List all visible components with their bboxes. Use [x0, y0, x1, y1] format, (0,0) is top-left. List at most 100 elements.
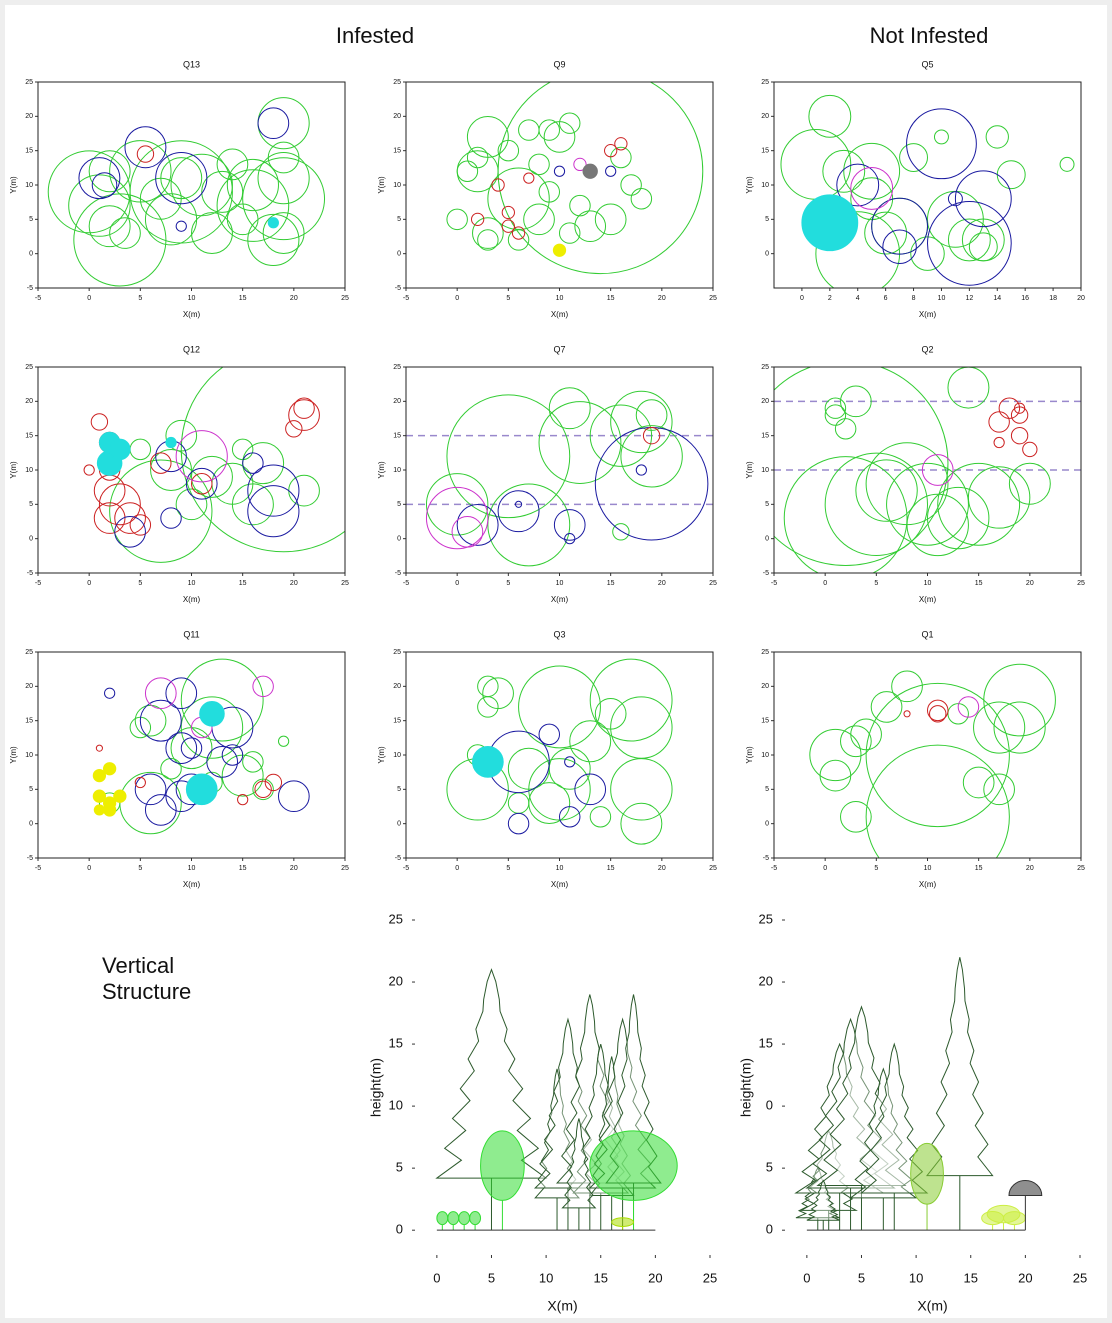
y-tick-label: 10 — [761, 752, 769, 759]
y-tick-label: 10 — [393, 752, 401, 759]
crown-circle — [802, 195, 858, 251]
x-tick-label: 20 — [1077, 295, 1085, 302]
y-tick-label: 15 — [25, 433, 33, 440]
x-tick-label: -5 — [403, 580, 409, 587]
y-tick-label: 10 — [25, 752, 33, 759]
x-tick-label: 10 — [188, 865, 196, 872]
y-tick-label: 0 — [29, 536, 33, 543]
x-tick-label: 5 — [138, 865, 142, 872]
y-tick-label: 20 — [25, 113, 33, 120]
crown-circle — [473, 747, 504, 778]
x-tick-label: 25 — [1073, 1270, 1087, 1285]
x-tick-label: 20 — [1018, 1270, 1032, 1285]
x-tick-label: 4 — [856, 295, 860, 302]
x-tick-label: 14 — [993, 295, 1001, 302]
y-tick-label: 0 — [765, 536, 769, 543]
y-tick-label: -5 — [27, 285, 33, 292]
x-tick-label: 8 — [912, 295, 916, 302]
x-tick-label: 0 — [87, 580, 91, 587]
x-tick-label: -5 — [35, 580, 41, 587]
y-tick-label: 25 — [25, 649, 33, 656]
y-axis-label: Y(m) — [745, 746, 754, 764]
x-tick-label: 5 — [506, 580, 510, 587]
column-header: Infested — [336, 23, 414, 48]
y-tick-label: 10 — [389, 1098, 403, 1113]
x-tick-label: 5 — [488, 1270, 495, 1285]
x-tick-label: 20 — [658, 580, 666, 587]
crown-circle — [583, 164, 597, 178]
x-tick-label: 20 — [290, 295, 298, 302]
x-tick-label: 18 — [1049, 295, 1057, 302]
x-tick-label: 10 — [556, 580, 564, 587]
x-tick-label: 20 — [1026, 580, 1034, 587]
y-tick-label: 10 — [761, 182, 769, 189]
x-tick-label: 20 — [658, 865, 666, 872]
x-tick-label: 0 — [87, 865, 91, 872]
y-tick-label: 5 — [29, 501, 33, 508]
y-tick-label: 25 — [761, 79, 769, 86]
y-axis-label: Y(m) — [9, 461, 18, 479]
y-axis-label: Y(m) — [745, 176, 754, 194]
x-tick-label: 25 — [709, 865, 717, 872]
x-tick-label: -5 — [403, 295, 409, 302]
y-tick-label: 15 — [393, 433, 401, 440]
x-axis-label: X(m) — [919, 880, 937, 889]
crown-circle — [114, 790, 126, 802]
x-tick-label: 15 — [607, 865, 615, 872]
x-tick-label: 25 — [703, 1270, 717, 1285]
x-tick-label: 25 — [341, 295, 349, 302]
y-tick-label: 20 — [761, 113, 769, 120]
y-axis-label: Y(m) — [377, 461, 386, 479]
y-tick-label: 10 — [393, 467, 401, 474]
y-tick-label: 5 — [765, 501, 769, 508]
y-tick-label: 20 — [393, 683, 401, 690]
x-tick-label: 0 — [455, 865, 459, 872]
x-tick-label: 10 — [924, 865, 932, 872]
x-tick-label: 0 — [803, 1270, 810, 1285]
y-tick-label: 25 — [759, 911, 773, 926]
x-tick-label: 12 — [965, 295, 973, 302]
y-tick-label: 5 — [766, 1160, 773, 1175]
y-tick-label: 10 — [25, 182, 33, 189]
x-tick-label: 20 — [648, 1270, 662, 1285]
chart-title: Q9 — [553, 59, 565, 69]
y-tick-label: 15 — [761, 148, 769, 155]
x-tick-label: 10 — [909, 1270, 923, 1285]
x-tick-label: 15 — [964, 1270, 978, 1285]
x-tick-label: 15 — [975, 865, 983, 872]
y-tick-label: 20 — [389, 973, 403, 988]
x-tick-label: 10 — [188, 580, 196, 587]
chart-title: Q11 — [183, 629, 199, 639]
x-tick-label: 2 — [828, 295, 832, 302]
x-tick-label: 0 — [87, 295, 91, 302]
y-tick-label: -5 — [763, 570, 769, 577]
y-tick-label: 0 — [765, 821, 769, 828]
x-tick-label: 20 — [658, 295, 666, 302]
x-tick-label: 15 — [975, 580, 983, 587]
y-tick-label: 5 — [765, 786, 769, 793]
x-tick-label: 20 — [290, 580, 298, 587]
x-tick-label: 15 — [594, 1270, 608, 1285]
x-axis-label: X(m) — [183, 310, 201, 319]
crown-circle — [103, 804, 115, 816]
y-tick-label: 5 — [765, 216, 769, 223]
y-tick-label: 10 — [393, 182, 401, 189]
y-tick-label: 15 — [389, 1036, 403, 1051]
y-tick-label: 0 — [766, 1098, 773, 1113]
x-tick-label: 16 — [1021, 295, 1029, 302]
x-tick-label: 0 — [433, 1270, 440, 1285]
y-tick-label: 5 — [397, 216, 401, 223]
crown-circle — [166, 437, 176, 447]
x-tick-label: 10 — [556, 295, 564, 302]
x-axis-label: X(m) — [551, 880, 569, 889]
chart-title: Q5 — [921, 59, 933, 69]
crown-circle — [94, 805, 104, 815]
y-tick-label: 0 — [766, 1222, 773, 1237]
y-tick-label: 15 — [393, 718, 401, 725]
y-tick-label: -5 — [395, 855, 401, 862]
x-axis-label: X(m) — [183, 595, 201, 604]
y-tick-label: 5 — [397, 501, 401, 508]
chart-title: Q2 — [921, 344, 933, 354]
y-tick-label: 0 — [765, 251, 769, 258]
y-tick-label: 0 — [29, 821, 33, 828]
